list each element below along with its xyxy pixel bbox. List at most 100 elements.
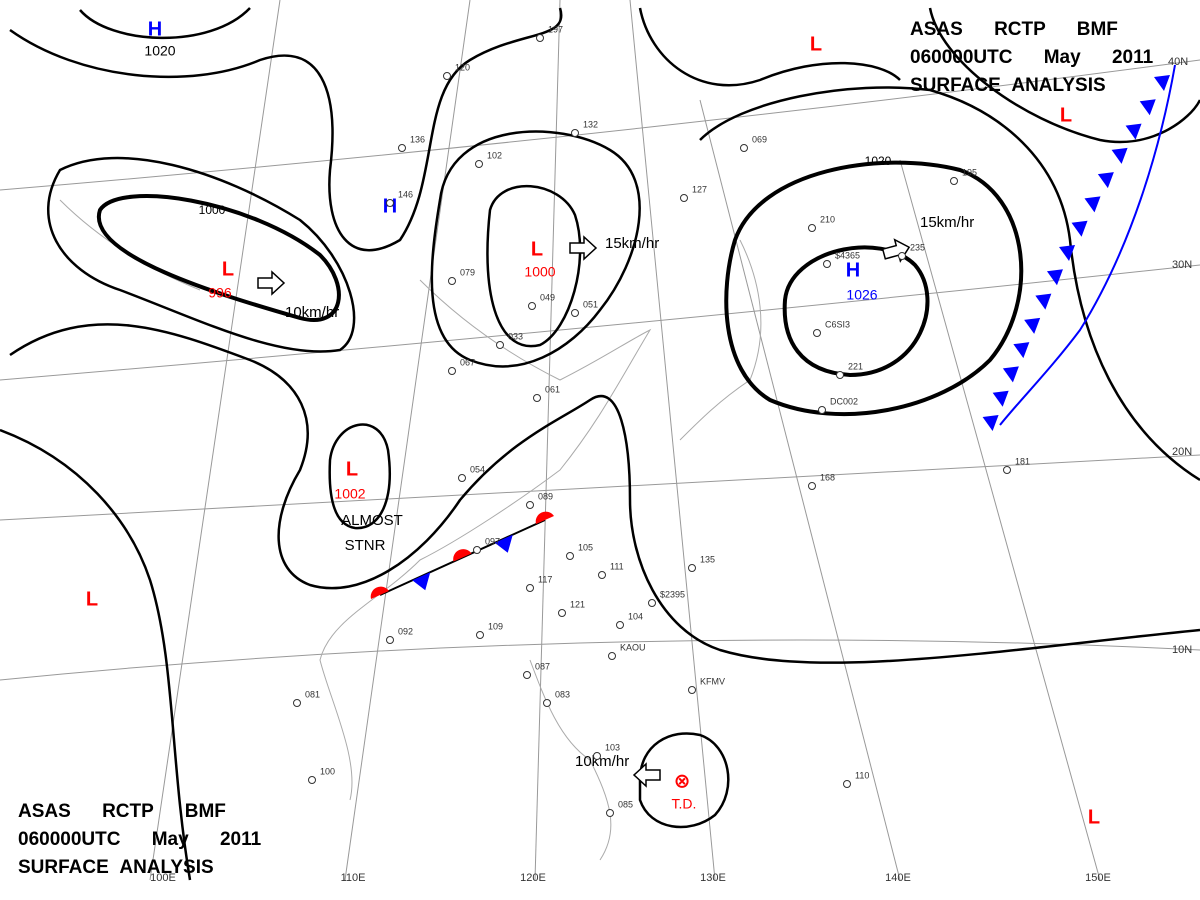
isobar [928,7,1200,144]
station-marker [293,699,301,707]
isobar [9,323,1200,664]
warm-front-symbol [535,511,554,524]
cold-front [999,64,1176,426]
longitude-label: 120E [520,872,546,884]
station-marker [740,144,748,152]
header-line: SURFACE ANALYSIS [18,857,214,878]
cold-front-symbol [1139,99,1156,116]
isobar [638,7,901,87]
lat-line [0,264,1200,381]
station-label: 136 [410,134,425,144]
coastline [529,659,612,861]
cold-front-symbol [1097,172,1114,189]
isobar [79,7,251,40]
station-label: 127 [692,184,707,194]
warm-front-symbol [453,549,472,562]
station-marker [448,367,456,375]
station-marker [386,636,394,644]
cold-front-symbol [1084,196,1101,213]
station-label: 105 [578,542,593,552]
station-marker [606,809,614,817]
isobar [430,130,641,368]
station-marker [543,699,551,707]
station-label: 079 [460,267,475,277]
station-label: 069 [752,134,767,144]
isobar [782,245,930,378]
isobar [486,185,582,348]
station-label: 092 [398,626,413,636]
system-pressure: 1002 [334,486,365,502]
system-symbol: ⊗ [674,770,691,792]
station-marker [448,277,456,285]
header-line: 060000UTC May 2011 [18,829,262,850]
station-label: 061 [545,384,560,394]
system-pressure: 1020 [144,43,175,59]
lon-line [699,99,901,881]
station-marker [526,584,534,592]
station-label: 132 [583,119,598,129]
header-line: ASAS RCTP BMF [18,801,226,822]
station-marker [476,631,484,639]
station-marker [808,482,816,490]
station-label: 051 [583,299,598,309]
isobar [0,428,192,881]
cold-front-symbol [982,415,999,431]
station-marker [443,72,451,80]
longitude-label: 110E [341,872,366,884]
station-marker [898,252,906,260]
station-label: $2395 [660,589,685,599]
movement-arrow [569,235,598,261]
station-marker [836,371,844,379]
longitude-label: 140E [885,872,911,884]
isobar [96,194,341,322]
station-marker [593,752,601,760]
station-label: 081 [305,689,320,699]
station-label: 111 [610,561,624,571]
cold-front-symbol [1111,147,1128,164]
station-label: 054 [470,464,485,474]
station-marker [598,571,606,579]
system-pressure: T.D. [672,796,697,812]
station-label: 221 [848,361,863,371]
isobar [699,86,1200,482]
isobar [724,160,1024,417]
cold-front-symbol [992,390,1009,407]
cold-front-symbol [1002,366,1019,383]
header-line: 060000UTC May 2011 [910,47,1154,68]
latitude-label: 20N [1172,446,1192,458]
station-label: 067 [460,357,475,367]
station-label: 033 [508,331,523,341]
station-label: 120 [455,62,470,72]
coastline [679,239,762,441]
cold-front-symbol [1059,245,1076,261]
system-symbol: L [346,458,358,480]
longitude-label: 130E [700,872,726,884]
station-marker [1003,466,1011,474]
longitude-label: 150E [1085,872,1111,884]
cold-front-symbol [494,534,513,553]
system-symbol: H [148,18,162,40]
station-label: DC002 [830,396,858,406]
movement-label: 10km/hr [285,304,339,321]
movement-label: 10km/hr [575,753,629,770]
cold-front-symbol [412,572,431,591]
station-label: KAOU [620,642,646,652]
cold-front-symbol [1013,342,1030,359]
station-label: 100 [320,766,335,776]
latitude-label: 40N [1168,56,1188,68]
warm-front-symbol [370,586,389,599]
station-label: 087 [535,661,550,671]
system-symbol: L [531,238,543,260]
station-marker [308,776,316,784]
lon-line [899,159,1101,881]
station-label: 146 [398,189,413,199]
station-label: C6SI3 [825,319,850,329]
system-pressure: 996 [208,285,232,301]
station-marker [475,160,483,168]
station-marker [680,194,688,202]
system-symbol: L [810,33,822,55]
isobar-label: 1020 [865,154,892,168]
longitude-label: 100E [150,872,176,884]
